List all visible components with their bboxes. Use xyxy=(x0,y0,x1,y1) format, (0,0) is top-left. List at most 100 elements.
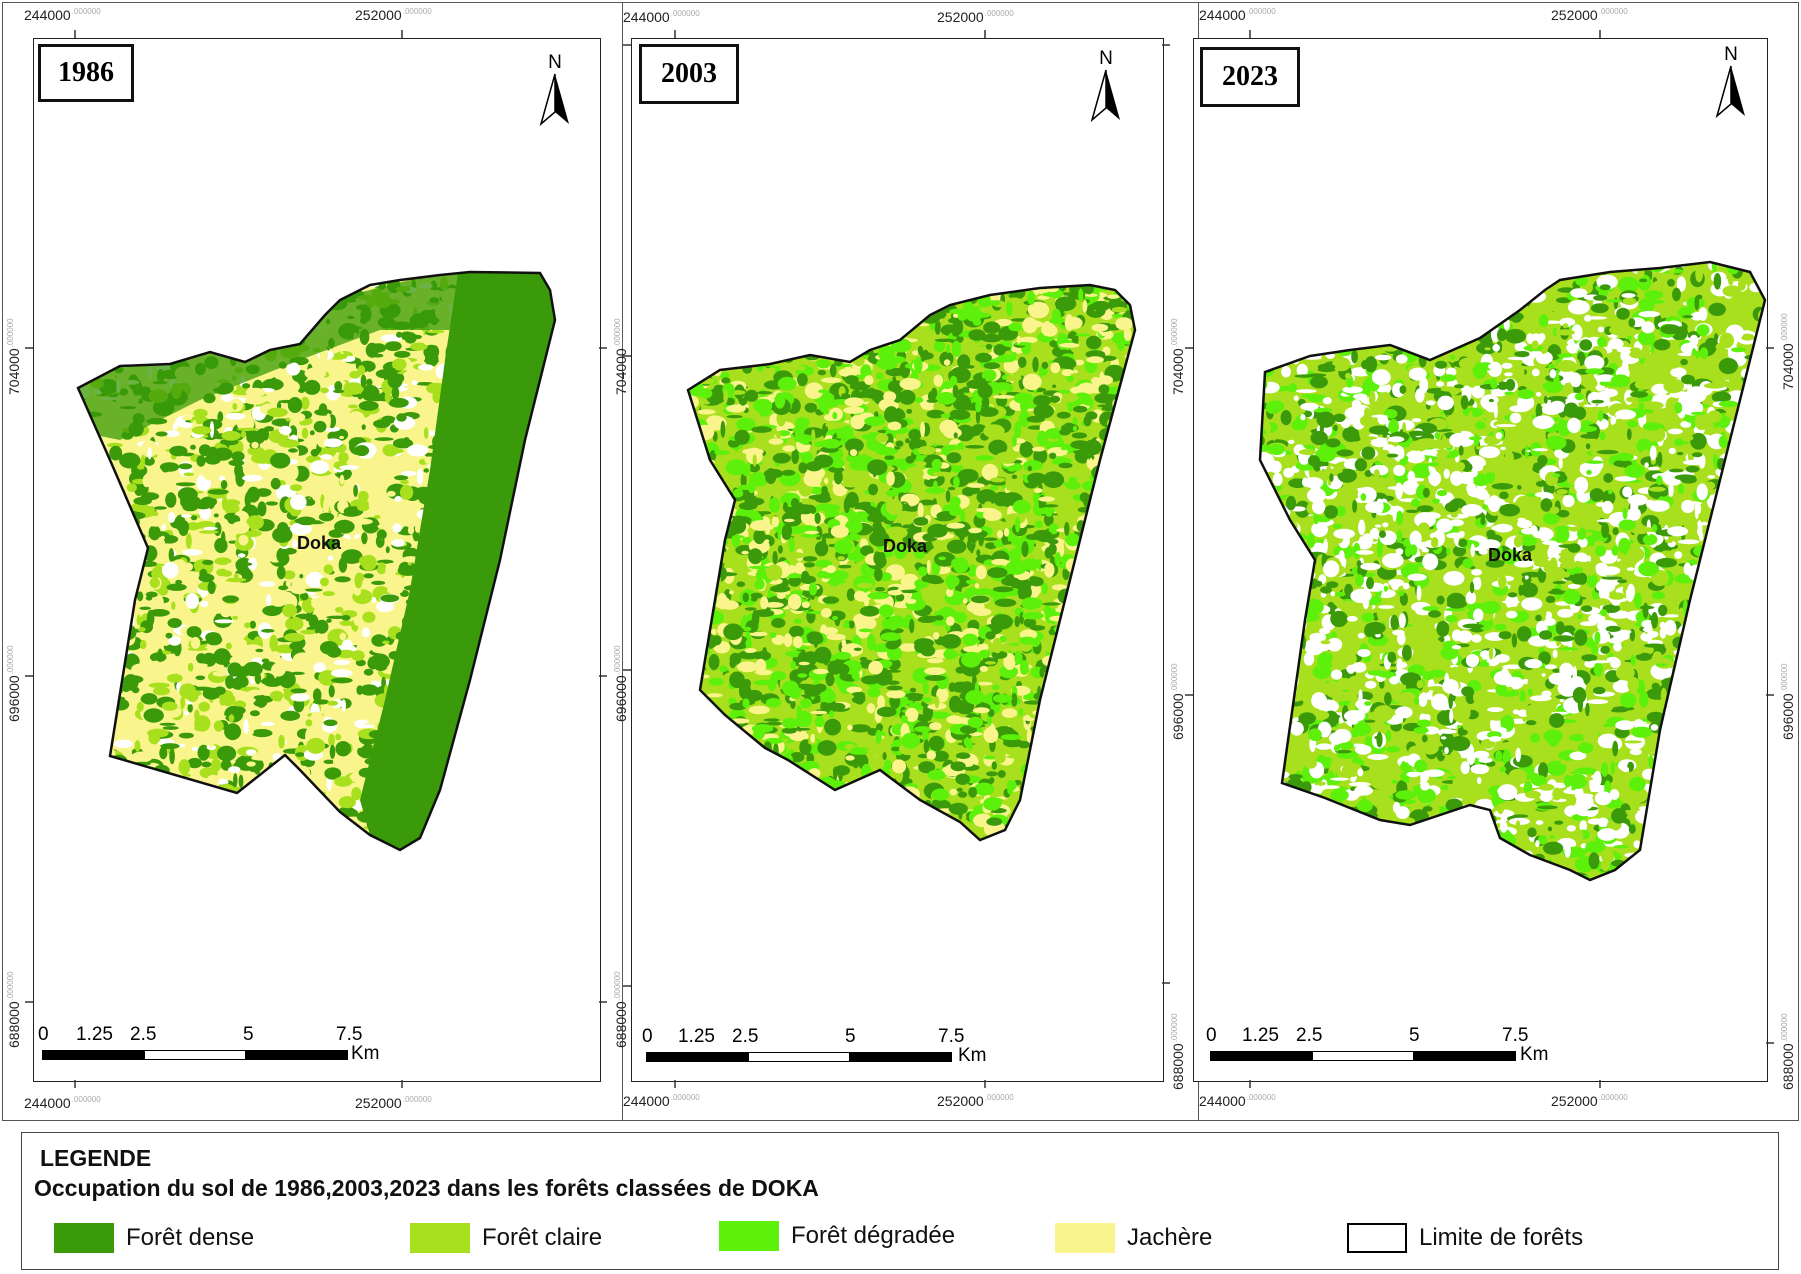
land-cover-patch xyxy=(480,647,493,658)
land-cover-patch xyxy=(491,830,499,846)
land-cover-patch xyxy=(544,627,555,637)
land-cover-patch xyxy=(806,777,815,781)
land-cover-patch xyxy=(221,693,236,707)
land-cover-patch xyxy=(1018,708,1024,717)
land-cover-patch xyxy=(857,303,868,321)
land-cover-patch xyxy=(767,807,774,822)
land-cover-patch xyxy=(89,806,95,822)
land-cover-patch xyxy=(199,530,219,534)
land-cover-patch xyxy=(704,593,713,611)
land-cover-patch xyxy=(824,718,842,736)
land-cover-patch xyxy=(1067,663,1076,672)
land-cover-patch xyxy=(255,648,264,653)
land-cover-patch xyxy=(793,815,811,832)
land-cover-patch xyxy=(976,507,997,513)
land-cover-patch xyxy=(730,844,738,855)
land-cover-patch xyxy=(896,793,911,803)
land-cover-patch xyxy=(688,703,698,708)
land-cover-patch xyxy=(923,826,942,840)
land-cover-patch xyxy=(502,831,524,846)
land-cover-patch xyxy=(391,368,397,382)
land-cover-patch xyxy=(537,521,544,536)
land-cover-patch xyxy=(108,844,126,850)
land-cover-patch xyxy=(1052,786,1071,798)
land-cover-patch xyxy=(242,474,263,482)
land-cover-patch xyxy=(1043,512,1054,527)
land-cover-patch xyxy=(264,337,277,344)
land-cover-patch xyxy=(1033,447,1048,464)
land-cover-patch xyxy=(163,826,174,840)
land-cover-patch xyxy=(233,272,251,282)
land-cover-patch xyxy=(986,771,998,777)
land-cover-patch xyxy=(697,700,705,706)
land-cover-patch xyxy=(932,443,938,447)
land-cover-patch xyxy=(225,412,246,420)
land-cover-patch xyxy=(214,537,228,554)
land-cover-patch xyxy=(812,288,820,296)
land-cover-patch xyxy=(1117,528,1124,545)
land-cover-patch xyxy=(824,841,831,849)
land-cover-patch xyxy=(524,696,539,712)
land-cover-patch xyxy=(78,488,84,494)
land-cover-patch xyxy=(814,328,827,333)
land-cover-patch xyxy=(94,710,107,724)
land-cover-patch xyxy=(215,836,220,850)
land-cover-patch xyxy=(779,827,790,840)
land-cover-patch xyxy=(505,530,523,537)
land-cover-patch xyxy=(81,476,100,482)
land-cover-patch xyxy=(507,687,519,699)
land-cover-patch xyxy=(889,800,902,814)
land-cover-patch xyxy=(1029,576,1044,587)
land-cover-patch xyxy=(1007,843,1014,851)
land-cover-patch xyxy=(1044,712,1056,718)
land-cover-patch xyxy=(220,759,232,771)
land-cover-patch xyxy=(115,539,125,545)
land-cover-patch xyxy=(377,497,391,503)
land-cover-patch xyxy=(139,606,152,610)
land-cover-patch xyxy=(168,548,174,562)
land-cover-patch xyxy=(546,425,555,436)
land-cover-patch xyxy=(261,378,284,391)
land-cover-patch xyxy=(743,326,766,343)
land-cover-patch xyxy=(782,321,799,325)
land-cover-patch xyxy=(396,331,403,338)
land-cover-patch xyxy=(785,783,804,792)
land-cover-patch xyxy=(683,840,698,856)
land-cover-patch xyxy=(834,819,847,829)
land-cover-patch xyxy=(692,821,699,830)
land-cover-patch xyxy=(123,674,139,691)
land-cover-patch xyxy=(744,353,754,361)
land-cover-patch xyxy=(1086,335,1102,350)
land-cover-patch xyxy=(520,475,537,481)
land-cover-patch xyxy=(556,485,560,494)
land-cover-patch xyxy=(492,646,512,650)
land-cover-patch xyxy=(1115,317,1133,331)
land-cover-patch xyxy=(165,328,185,342)
land-cover-patch xyxy=(734,324,742,336)
land-cover-patch xyxy=(502,667,513,680)
land-cover-patch xyxy=(304,588,323,592)
forest-map-2003 xyxy=(683,283,1137,856)
land-cover-patch xyxy=(918,761,936,774)
land-cover-patch xyxy=(251,441,259,449)
land-cover-patch xyxy=(220,284,228,299)
land-cover-patch xyxy=(1025,789,1045,794)
land-cover-patch xyxy=(1111,306,1128,313)
land-cover-patch xyxy=(1084,573,1093,586)
land-cover-patch xyxy=(743,766,756,778)
land-cover-patch xyxy=(178,759,191,775)
land-cover-patch xyxy=(688,494,693,500)
land-cover-patch xyxy=(688,348,693,354)
land-cover-patch xyxy=(1038,742,1044,754)
land-cover-patch xyxy=(1043,788,1063,804)
land-cover-patch xyxy=(542,852,557,868)
land-cover-patch xyxy=(188,492,197,504)
land-cover-patch xyxy=(545,664,555,670)
land-cover-patch xyxy=(254,805,268,819)
land-cover-patch xyxy=(78,396,79,403)
land-cover-patch xyxy=(1045,801,1057,811)
land-cover-patch xyxy=(846,799,853,816)
land-cover-patch xyxy=(695,706,708,721)
land-cover-patch xyxy=(106,357,114,366)
land-cover-patch xyxy=(220,607,232,618)
